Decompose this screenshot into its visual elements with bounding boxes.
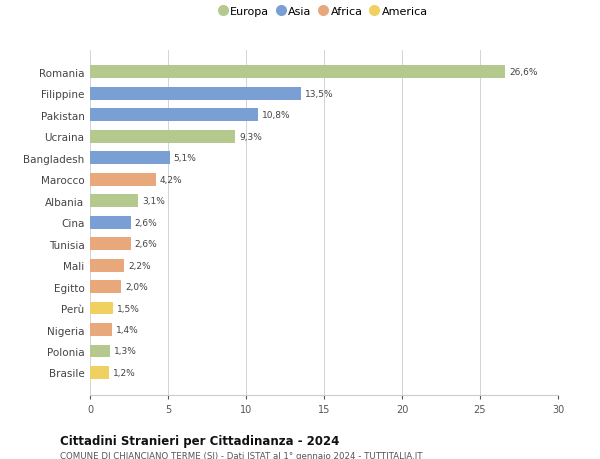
Bar (90, 174, 155, 186)
Bar (90, 130, 235, 143)
Text: 10,8%: 10,8% (262, 111, 291, 120)
Text: 1,5%: 1,5% (118, 304, 140, 313)
Text: COMUNE DI CHIANCIANO TERME (SI) - Dati ISTAT al 1° gennaio 2024 - TUTTITALIA.IT: COMUNE DI CHIANCIANO TERME (SI) - Dati I… (60, 451, 422, 459)
Legend: Europa, Asia, Africa, America: Europa, Asia, Africa, America (218, 5, 430, 19)
Bar (90, 302, 113, 315)
Text: 1,3%: 1,3% (114, 347, 137, 356)
Bar (90, 88, 301, 101)
Bar (90, 323, 112, 336)
Bar (90, 366, 109, 379)
Bar (90, 259, 124, 272)
Bar (90, 280, 121, 293)
Text: 2,0%: 2,0% (125, 282, 148, 291)
Bar (90, 152, 170, 165)
Text: Cittadini Stranieri per Cittadinanza - 2024: Cittadini Stranieri per Cittadinanza - 2… (60, 434, 340, 447)
Text: 2,6%: 2,6% (134, 240, 157, 248)
Text: 2,6%: 2,6% (134, 218, 157, 227)
Text: 4,2%: 4,2% (160, 175, 182, 184)
Text: 3,1%: 3,1% (142, 197, 165, 206)
Text: 2,2%: 2,2% (128, 261, 151, 270)
Bar (90, 216, 131, 229)
Bar (90, 238, 131, 251)
Text: 13,5%: 13,5% (305, 90, 333, 99)
Bar (90, 195, 139, 207)
Text: 9,3%: 9,3% (239, 132, 262, 141)
Text: 5,1%: 5,1% (173, 154, 196, 163)
Text: 1,4%: 1,4% (116, 325, 139, 334)
Bar (90, 109, 259, 122)
Bar (90, 66, 505, 79)
Bar (90, 345, 110, 358)
Text: 1,2%: 1,2% (113, 368, 136, 377)
Text: 26,6%: 26,6% (509, 68, 538, 77)
